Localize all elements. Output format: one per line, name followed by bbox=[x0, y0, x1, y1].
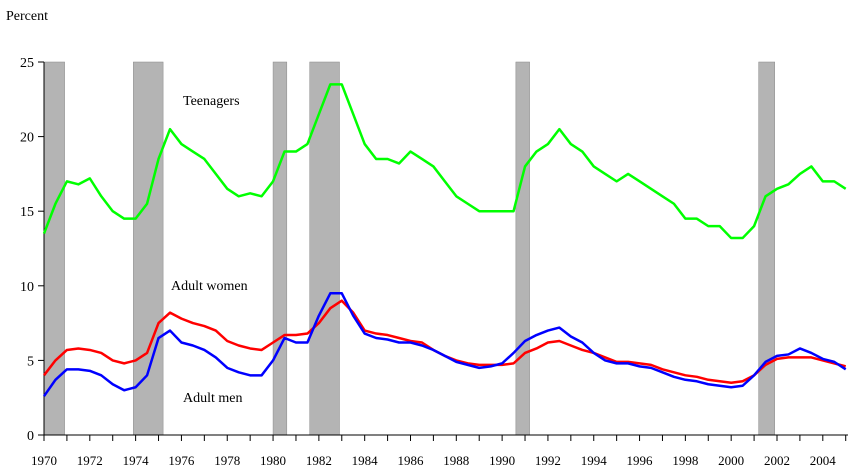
x-tick-label: 1980 bbox=[260, 453, 286, 468]
x-tick-label: 1978 bbox=[214, 453, 240, 468]
y-tick-label: 15 bbox=[20, 205, 34, 220]
recession-band bbox=[758, 61, 775, 436]
y-tick-label: 0 bbox=[27, 429, 34, 444]
series-label: Teenagers bbox=[183, 94, 240, 109]
recession-band bbox=[515, 61, 530, 436]
x-tick-label: 1976 bbox=[168, 453, 195, 468]
series-line bbox=[42, 83, 847, 240]
y-tick-label: 10 bbox=[20, 280, 34, 295]
x-tick-label: 1974 bbox=[123, 453, 150, 468]
series-label: Adult men bbox=[183, 391, 243, 406]
series-label: Adult women bbox=[171, 279, 248, 294]
series-line bbox=[42, 292, 847, 397]
x-tick-label: 1984 bbox=[352, 453, 379, 468]
y-tick-label: 5 bbox=[27, 354, 34, 369]
y-axis-label: Percent bbox=[6, 9, 48, 24]
series-line bbox=[43, 299, 847, 385]
x-tick-label: 2004 bbox=[810, 453, 837, 468]
x-tick-label: 1972 bbox=[77, 453, 103, 468]
x-tick-label: 1982 bbox=[306, 453, 332, 468]
recession-band bbox=[309, 61, 340, 436]
x-tick-label: 2002 bbox=[764, 453, 790, 468]
recession-band bbox=[43, 61, 65, 436]
y-tick-label: 25 bbox=[20, 56, 34, 71]
recession-band bbox=[133, 61, 164, 436]
x-tick-label: 1994 bbox=[581, 453, 608, 468]
x-tick-label: 2000 bbox=[718, 453, 744, 468]
x-tick-label: 1990 bbox=[489, 453, 515, 468]
x-tick-label: 1996 bbox=[627, 453, 654, 468]
recession-band bbox=[272, 61, 288, 436]
x-tick-label: 1970 bbox=[31, 453, 57, 468]
y-tick-label: 20 bbox=[20, 131, 34, 146]
x-tick-label: 1998 bbox=[672, 453, 698, 468]
x-tick-label: 1992 bbox=[535, 453, 561, 468]
x-tick-label: 1986 bbox=[397, 453, 424, 468]
x-tick-label: 1988 bbox=[443, 453, 469, 468]
